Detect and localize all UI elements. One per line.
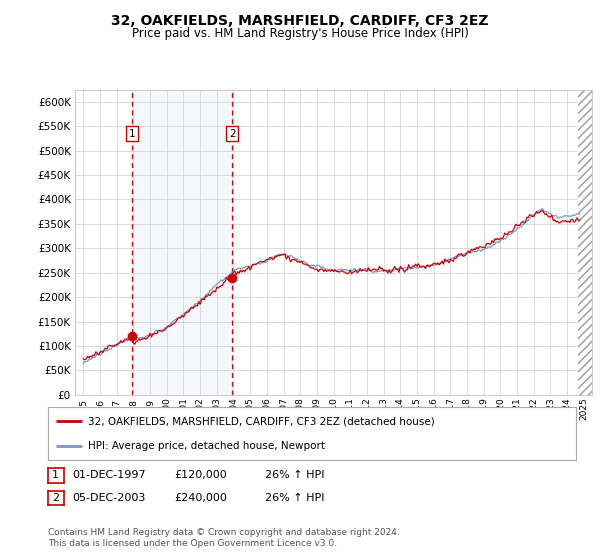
- Text: 32, OAKFIELDS, MARSHFIELD, CARDIFF, CF3 2EZ: 32, OAKFIELDS, MARSHFIELD, CARDIFF, CF3 …: [111, 14, 489, 28]
- Text: 05-DEC-2003: 05-DEC-2003: [73, 493, 146, 503]
- Text: Price paid vs. HM Land Registry's House Price Index (HPI): Price paid vs. HM Land Registry's House …: [131, 27, 469, 40]
- Text: 01-DEC-1997: 01-DEC-1997: [73, 470, 146, 480]
- Text: 26% ↑ HPI: 26% ↑ HPI: [265, 470, 324, 480]
- Text: £120,000: £120,000: [175, 470, 227, 480]
- Text: 2: 2: [52, 493, 59, 503]
- Bar: [578, 90, 592, 395]
- Text: 26% ↑ HPI: 26% ↑ HPI: [265, 493, 324, 503]
- Text: 1: 1: [128, 129, 136, 139]
- Text: Contains HM Land Registry data © Crown copyright and database right 2024.
This d: Contains HM Land Registry data © Crown c…: [48, 528, 400, 548]
- Bar: [132, 90, 232, 395]
- Bar: [578, 90, 592, 395]
- Text: 2: 2: [229, 129, 235, 139]
- Text: 1: 1: [52, 470, 59, 480]
- Text: 32, OAKFIELDS, MARSHFIELD, CARDIFF, CF3 2EZ (detached house): 32, OAKFIELDS, MARSHFIELD, CARDIFF, CF3 …: [88, 417, 434, 427]
- Text: £240,000: £240,000: [175, 493, 227, 503]
- Text: HPI: Average price, detached house, Newport: HPI: Average price, detached house, Newp…: [88, 441, 325, 451]
